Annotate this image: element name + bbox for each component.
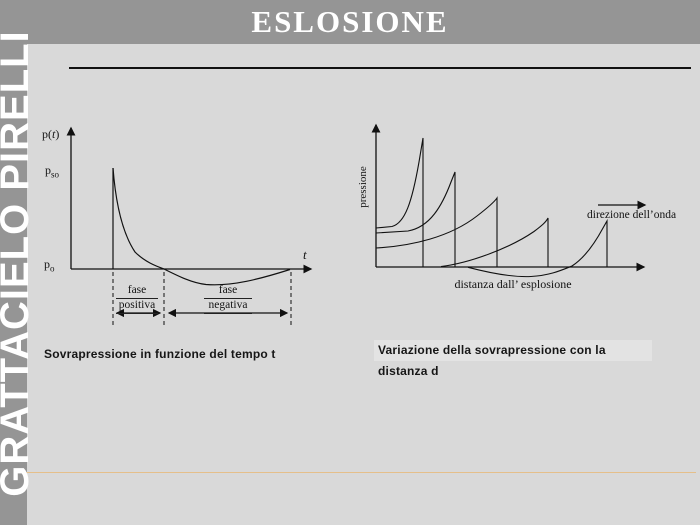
distance-pressure-plot: pressione direzione dell’onda distanza d… [350,110,700,300]
pressure-decay-curve [112,167,291,286]
distance-pressure-plot-canvas [371,123,647,278]
wave-profile-2 [375,171,456,267]
x-axis-label: distanza dall’ esplosione [454,277,572,291]
wave-profile-5 [467,218,608,278]
right-chart-caption-line2: distanza d [378,364,439,378]
slide-title: ESLOSIONE [251,4,449,39]
right-chart-caption: Variazione della sovrapressione con la d… [374,340,652,382]
negative-phase-label: fase negativa [204,284,252,314]
vertical-watermark-text: GRATTACIELO PIRELLI [0,30,37,497]
left-sidebar-strip [0,0,27,525]
left-chart-caption: Sovrapressione in funzione del tempo t [44,347,276,361]
ambient-pressure-label: po [44,257,55,274]
y-axis-label: p(t) [42,127,60,141]
wave-profile-4 [440,217,549,268]
title-bar: ESLOSIONE [0,0,700,44]
wave-profile-3 [375,196,498,267]
positive-phase-label: fase positiva [116,284,158,314]
right-chart-caption-line1: Variazione della sovrapressione con la [374,340,652,361]
y-axis-label: pressione [357,166,369,208]
footer-accent-line [15,472,696,473]
wave-profile-1 [375,137,424,267]
time-pressure-plot: p(t) pso po t fase positiva fase negativ… [40,112,330,337]
peak-pressure-label: pso [45,163,60,180]
title-divider-line [69,67,691,69]
x-axis-label: t [303,247,307,262]
time-pressure-plot-canvas [66,126,313,327]
wave-direction-label: direzione dell’onda [587,209,677,221]
